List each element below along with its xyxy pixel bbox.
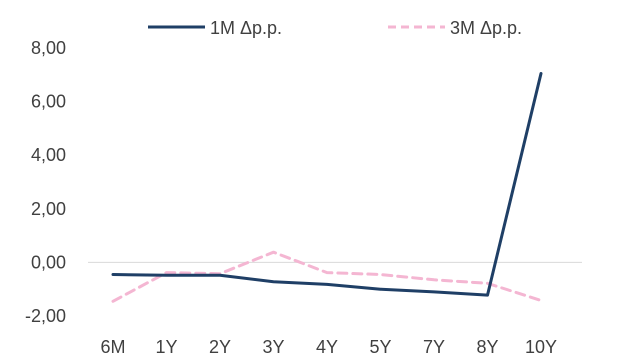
series-line-1m — [111, 72, 543, 297]
series-layer — [111, 72, 543, 303]
x-tick-label: 5Y — [369, 337, 391, 357]
legend-label-1m: 1M Δp.p. — [210, 18, 282, 38]
series-line-3m — [111, 250, 543, 303]
x-axis: 6M 1Y 2Y 3Y 4Y 5Y 7Y 8Y 10Y — [100, 337, 557, 357]
y-tick-label: 8,00 — [31, 38, 66, 58]
x-tick-label: 2Y — [209, 337, 231, 357]
y-tick-label: 0,00 — [31, 252, 66, 272]
x-tick-label: 1Y — [155, 337, 177, 357]
legend: 1M Δp.p. 3M Δp.p. — [148, 18, 522, 38]
x-tick-label: 6M — [100, 337, 125, 357]
y-tick-label: 2,00 — [31, 199, 66, 219]
y-tick-label: 4,00 — [31, 145, 66, 165]
x-tick-label: 8Y — [476, 337, 498, 357]
x-tick-label: 4Y — [316, 337, 338, 357]
x-tick-label: 7Y — [423, 337, 445, 357]
y-tick-label: 6,00 — [31, 92, 66, 112]
x-tick-label: 10Y — [525, 337, 557, 357]
y-tick-label: -2,00 — [25, 306, 66, 326]
x-tick-label: 3Y — [262, 337, 284, 357]
legend-label-3m: 3M Δp.p. — [450, 18, 522, 38]
y-axis: 8,00 6,00 4,00 2,00 0,00 -2,00 — [25, 38, 66, 326]
